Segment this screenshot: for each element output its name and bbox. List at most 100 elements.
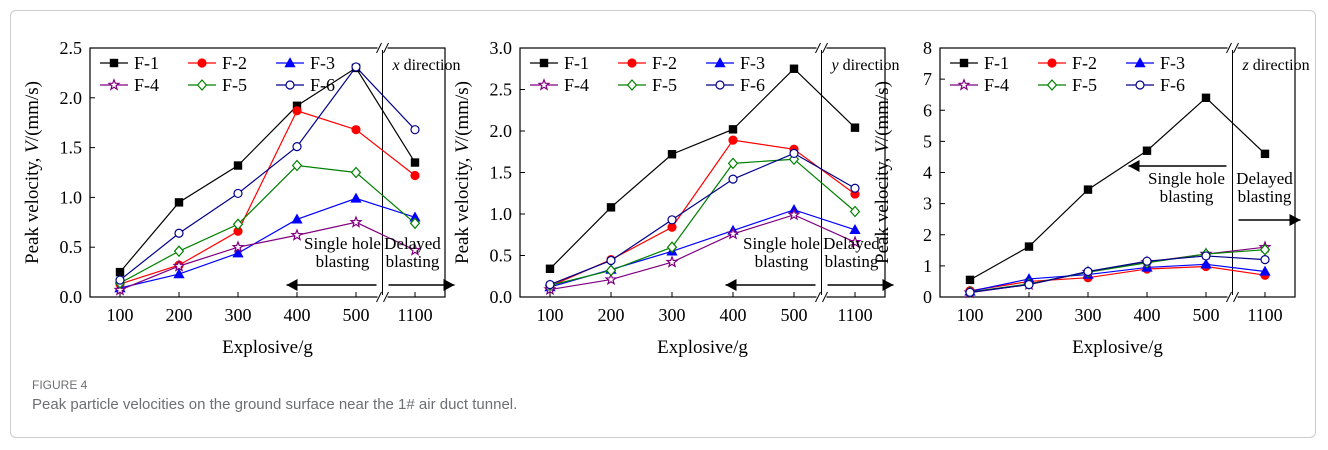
data-point <box>726 227 740 240</box>
data-point <box>666 241 678 254</box>
legend-label: F-1 <box>564 53 589 73</box>
data-point <box>350 192 362 203</box>
y-tick-label: 0.0 <box>490 287 513 307</box>
data-point <box>351 62 361 72</box>
annotation-single-hole: blasting <box>755 252 809 271</box>
legend-label: F-6 <box>1160 75 1185 95</box>
data-point <box>606 203 616 212</box>
axis-break-mark <box>1233 42 1239 54</box>
data-point <box>409 217 421 230</box>
legend-label: F-5 <box>652 75 677 95</box>
legend-label: F-2 <box>1072 53 1097 73</box>
data-point <box>410 158 420 167</box>
x-tick-label: 300 <box>1075 305 1102 325</box>
data-point <box>965 275 975 285</box>
legend: F-1 F-2 F-3 F-4 F-5 F-6 <box>950 53 1185 95</box>
data-point <box>965 287 975 297</box>
data-point <box>789 148 799 159</box>
data-point <box>232 218 244 231</box>
axis-break-mark <box>822 42 828 54</box>
legend-marker <box>957 78 971 91</box>
legend-label: F-6 <box>740 75 765 95</box>
legend-label: F-2 <box>222 53 247 73</box>
legend-marker <box>284 57 296 68</box>
axis-break-gap <box>377 46 388 50</box>
y-tick-label: 2.5 <box>60 38 83 58</box>
data-point <box>728 125 738 134</box>
series-F-1 <box>965 93 1270 285</box>
y-tick-label: 7 <box>923 69 932 89</box>
y-tick-label: 8 <box>923 38 932 58</box>
data-point <box>604 272 618 286</box>
figure-label: FIGURE 4 <box>32 378 88 392</box>
data-point <box>728 174 738 184</box>
legend-label: F-1 <box>984 53 1009 73</box>
axis-break-gap <box>816 295 827 299</box>
legend-marker <box>626 79 638 91</box>
data-point <box>291 213 303 224</box>
y-tick-label: 1 <box>923 256 932 276</box>
data-point <box>1201 251 1211 261</box>
x-tick-label: 300 <box>225 305 252 325</box>
legend-marker <box>196 79 208 91</box>
x-tick-label: 100 <box>957 305 984 325</box>
x-tick-label: 400 <box>720 305 747 325</box>
chart-panel-2: 0.0 0.5 1.0 1.5 2.0 2.5 3.0 100 200 300 400 500 1100… <box>452 38 899 358</box>
data-point <box>410 170 420 181</box>
data-point <box>1259 243 1271 256</box>
data-point <box>850 183 860 193</box>
series-line <box>119 221 416 291</box>
data-point <box>350 166 362 179</box>
y-tick-label: 1.0 <box>490 204 513 224</box>
data-point <box>351 125 361 135</box>
arrow-single-hole-head <box>286 279 298 291</box>
x-tick-label: 100 <box>537 305 564 325</box>
annotation-single-hole: Single hole <box>743 234 820 253</box>
legend-marker <box>1046 79 1058 91</box>
series-line <box>549 158 856 286</box>
legend-marker <box>714 57 726 68</box>
x-axis-label: Explosive/g <box>1072 337 1163 358</box>
data-point <box>410 125 420 135</box>
legend: F-1 F-2 F-3 F-4 F-5 F-6 <box>100 53 335 95</box>
data-point <box>545 279 555 290</box>
y-tick-label: 2.0 <box>490 121 513 141</box>
series-line <box>969 263 1266 292</box>
y-tick-label: 5 <box>923 131 932 151</box>
y-tick-label: 3.0 <box>490 38 513 58</box>
legend-label: F-5 <box>1072 75 1097 95</box>
series-line <box>119 197 416 289</box>
annotation-delayed: Delayed <box>1236 169 1293 188</box>
y-axis-label: Peak velocity, V/(mm/s) <box>452 81 473 264</box>
series-F-5 <box>544 153 861 292</box>
data-point <box>174 198 184 207</box>
legend-label: F-4 <box>984 75 1009 95</box>
legend-marker <box>285 80 295 90</box>
axis-break-mark <box>376 291 382 303</box>
y-tick-label: 2.0 <box>60 88 83 108</box>
series-line <box>549 214 856 291</box>
series-line <box>119 110 416 285</box>
legend-marker <box>537 78 551 91</box>
data-point <box>850 123 860 132</box>
axis-break-gap <box>816 46 827 50</box>
data-point <box>231 240 245 253</box>
data-point <box>1024 242 1034 251</box>
x-tick-label: 100 <box>107 305 134 325</box>
legend-label: F-3 <box>740 53 765 73</box>
chart-panel-1: 0.0 0.5 1.0 1.5 2.0 2.5 100 200 300 400 500 1100 Exp… <box>22 38 460 358</box>
annotation-single-hole: blasting <box>316 252 370 271</box>
data-point <box>349 215 363 228</box>
data-point <box>787 207 801 221</box>
data-point <box>232 247 244 258</box>
x-axis-label: Explosive/g <box>657 337 748 358</box>
data-point <box>291 159 303 172</box>
x-tick-label: 200 <box>1016 305 1043 325</box>
data-point <box>115 275 125 285</box>
annotation-delayed: blasting <box>825 252 879 271</box>
x-tick-label: 1100 <box>1247 305 1282 325</box>
annotation-delayed: Delayed <box>823 234 880 253</box>
y-tick-label: 0 <box>923 287 932 307</box>
y-tick-label: 3 <box>923 194 932 214</box>
